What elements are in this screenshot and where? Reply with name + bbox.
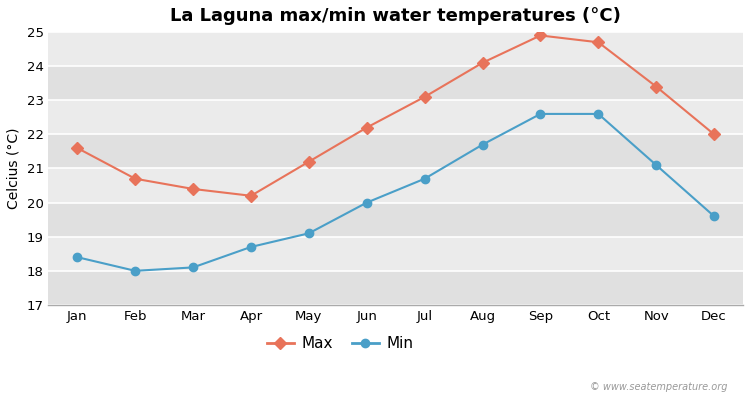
Max: [130, 176, 140, 181]
Min: [420, 176, 429, 181]
Max: [304, 159, 313, 164]
Max: [652, 84, 661, 89]
Bar: [48, 271, 743, 305]
Title: La Laguna max/min water temperatures (°C): La Laguna max/min water temperatures (°C…: [170, 7, 621, 25]
Bar: [48, 203, 743, 237]
Min: [594, 112, 603, 116]
Y-axis label: Celcius (°C): Celcius (°C): [7, 128, 21, 209]
Legend: Max, Min: Max, Min: [260, 330, 420, 357]
Max: [478, 60, 487, 65]
Min: [362, 200, 371, 205]
Max: [362, 125, 371, 130]
Min: [652, 163, 661, 168]
Max: [188, 186, 197, 191]
Bar: [48, 32, 743, 66]
Bar: [48, 168, 743, 203]
Min: [710, 214, 718, 219]
Min: [73, 255, 82, 260]
Min: [130, 268, 140, 273]
Max: [710, 132, 718, 137]
Min: [478, 142, 487, 147]
Max: [420, 94, 429, 99]
Min: [188, 265, 197, 270]
Min: [247, 244, 256, 249]
Bar: [48, 134, 743, 168]
Max: [536, 33, 545, 38]
Max: [73, 146, 82, 150]
Text: © www.seatemperature.org: © www.seatemperature.org: [590, 382, 728, 392]
Bar: [48, 100, 743, 134]
Min: [304, 231, 313, 236]
Max: [594, 40, 603, 45]
Line: Min: Min: [74, 110, 718, 275]
Line: Max: Max: [74, 31, 718, 200]
Max: [247, 193, 256, 198]
Bar: [48, 237, 743, 271]
Min: [536, 112, 545, 116]
Bar: [48, 66, 743, 100]
